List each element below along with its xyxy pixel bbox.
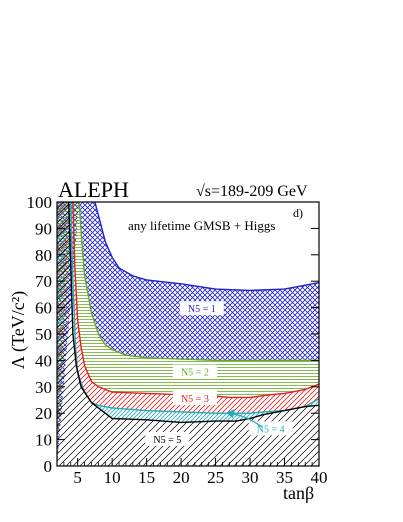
region-label-bg bbox=[172, 391, 217, 405]
x-tick-label: 5 bbox=[73, 468, 82, 487]
y-tick-label: 20 bbox=[35, 404, 52, 423]
axes-group: 0 10 20 30 40 50 60 70 80 90 100 5 10 15 20 25 30 35 40 bbox=[27, 193, 328, 487]
panel-label: d) bbox=[293, 206, 303, 220]
region-n5-3 bbox=[57, 202, 319, 466]
y-tick-label: 70 bbox=[35, 272, 52, 291]
x-tick-label: 30 bbox=[242, 468, 259, 487]
y-axis-title: Λ (TeV/c²) bbox=[8, 291, 29, 369]
y-tick-label: 30 bbox=[35, 378, 52, 397]
regions-group bbox=[57, 202, 319, 466]
region-n5-1 bbox=[57, 202, 319, 466]
y-tick-label: 40 bbox=[35, 351, 52, 370]
x-tick-label: 40 bbox=[311, 468, 328, 487]
region-label-n5-1: N5 = 1 bbox=[188, 304, 216, 315]
y-tick-label: 80 bbox=[35, 246, 52, 265]
x-axis-title: tanβ bbox=[283, 483, 314, 503]
y-tick-label: 0 bbox=[44, 457, 53, 476]
energy-label: √s=189-209 GeV bbox=[196, 183, 308, 200]
x-tick-label: 25 bbox=[207, 468, 224, 487]
y-tick-label: 100 bbox=[27, 193, 53, 212]
y-tick-label: 50 bbox=[35, 325, 52, 344]
region-n5-5 bbox=[57, 202, 319, 466]
region-label-bg bbox=[179, 301, 224, 316]
region-label-bg bbox=[172, 364, 217, 379]
region-label-bg bbox=[145, 431, 190, 446]
region-label-n5-5: N5 = 5 bbox=[153, 435, 181, 446]
annotation-text: any lifetime GMSB + Higgs bbox=[128, 218, 275, 233]
curve-n5-4 bbox=[70, 202, 319, 414]
region-label-n5-2: N5 = 2 bbox=[181, 368, 209, 379]
region-labels-group: N5 = 1 N5 = 2 N5 = 3 N5 = 4 N5 = 5 bbox=[145, 301, 293, 446]
n5-4-arrow bbox=[226, 409, 263, 428]
region-label-n5-3: N5 = 3 bbox=[181, 394, 209, 405]
y-tick-label: 90 bbox=[35, 219, 52, 238]
y-tick-label: 10 bbox=[35, 431, 52, 450]
x-tick-label: 20 bbox=[173, 468, 190, 487]
x-tick-label: 35 bbox=[276, 468, 293, 487]
region-label-n5-4: N5 = 4 bbox=[257, 424, 285, 435]
curve-n5-1 bbox=[94, 202, 319, 292]
curve-n5-5 bbox=[68, 202, 319, 424]
y-tick-label: 60 bbox=[35, 299, 52, 318]
curve-n5-3 bbox=[72, 202, 319, 399]
curve-n5-2 bbox=[78, 202, 319, 362]
region-n5-4 bbox=[57, 202, 319, 466]
x-tick-label: 10 bbox=[104, 468, 121, 487]
curves-group bbox=[68, 202, 319, 424]
experiment-label: ALEPH bbox=[58, 177, 129, 202]
x-tick-label: 15 bbox=[138, 468, 155, 487]
